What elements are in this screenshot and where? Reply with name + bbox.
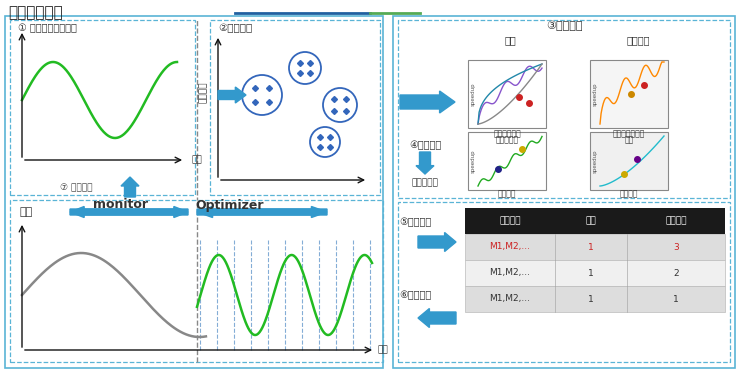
- Bar: [5, 16, 383, 368]
- Text: speedup: speedup: [471, 149, 476, 173]
- Text: ③行为建模: ③行为建模: [546, 21, 582, 31]
- Bar: [468, 132, 546, 190]
- Text: 性能优化引擎: 性能优化引擎: [8, 5, 63, 21]
- Text: ④规则生成: ④规则生成: [409, 140, 441, 150]
- FancyArrow shape: [418, 308, 456, 328]
- Text: 业务: 业务: [20, 207, 33, 217]
- Bar: [210, 20, 380, 195]
- FancyArrow shape: [121, 177, 139, 197]
- Text: 优化规则库: 优化规则库: [411, 179, 438, 188]
- FancyArrow shape: [70, 206, 188, 218]
- FancyArrow shape: [197, 206, 327, 218]
- Text: M1,M2,...: M1,M2,...: [489, 243, 531, 252]
- Text: Optimizer: Optimizer: [196, 199, 264, 211]
- Bar: [465, 208, 725, 234]
- Text: 资源分配: 资源分配: [498, 190, 517, 199]
- Text: 2: 2: [673, 268, 679, 278]
- Text: 时间: 时间: [192, 156, 203, 165]
- Bar: [10, 20, 195, 195]
- Text: 1: 1: [588, 268, 594, 278]
- Text: 1: 1: [588, 243, 594, 252]
- Text: ⑦ 信息更新: ⑦ 信息更新: [60, 184, 92, 193]
- Bar: [398, 202, 730, 362]
- Text: ⑤行为比对: ⑤行为比对: [399, 217, 431, 227]
- FancyArrow shape: [400, 91, 455, 113]
- Text: 虚拟机资源: 虚拟机资源: [496, 135, 519, 145]
- Text: ⑥规则下发: ⑥规则下发: [399, 290, 431, 300]
- Bar: [590, 60, 668, 128]
- Text: 特征提取: 特征提取: [198, 81, 207, 103]
- FancyArrow shape: [418, 232, 456, 252]
- Text: 时间: 时间: [378, 346, 388, 355]
- Text: speedup: speedup: [471, 82, 476, 106]
- Text: 应用指数: 应用指数: [500, 216, 521, 225]
- Bar: [465, 260, 725, 286]
- Text: 集群资源: 集群资源: [620, 190, 638, 199]
- Text: 硬件平台差异性: 硬件平台差异性: [613, 129, 645, 138]
- Text: M1,M2,...: M1,M2,...: [489, 268, 531, 278]
- Bar: [398, 20, 730, 198]
- Bar: [10, 200, 383, 362]
- Bar: [393, 16, 735, 368]
- FancyArrow shape: [70, 206, 188, 218]
- Text: 硬件资源: 硬件资源: [626, 35, 650, 45]
- Text: 3: 3: [673, 243, 679, 252]
- Text: 调度: 调度: [585, 216, 596, 225]
- Bar: [465, 234, 725, 260]
- Text: 1: 1: [673, 294, 679, 303]
- Text: speedup: speedup: [593, 82, 598, 106]
- Text: 资源分配: 资源分配: [665, 216, 687, 225]
- FancyArrow shape: [416, 152, 434, 174]
- FancyArrow shape: [197, 206, 327, 218]
- Bar: [465, 286, 725, 312]
- FancyArrow shape: [218, 87, 246, 103]
- Text: monitor: monitor: [92, 199, 147, 211]
- Text: 1: 1: [588, 294, 594, 303]
- Text: ① 提取业务性能信息: ① 提取业务性能信息: [18, 23, 77, 33]
- Bar: [468, 60, 546, 128]
- Text: 集群: 集群: [625, 135, 633, 145]
- Text: ②数据聚类: ②数据聚类: [218, 23, 252, 33]
- Text: M1,M2,...: M1,M2,...: [489, 294, 531, 303]
- Bar: [590, 132, 668, 190]
- Text: 主机: 主机: [504, 35, 516, 45]
- Text: speedup: speedup: [593, 149, 598, 173]
- Text: 资源竞争强度: 资源竞争强度: [493, 129, 521, 138]
